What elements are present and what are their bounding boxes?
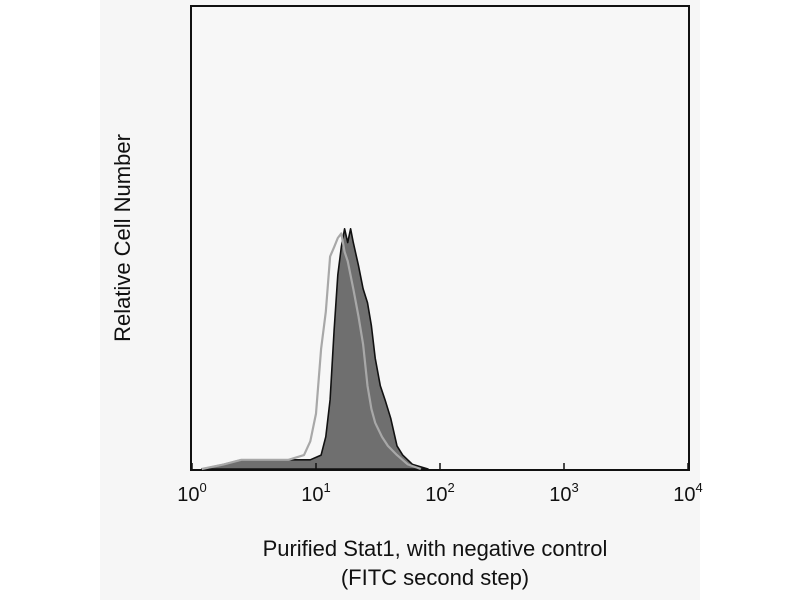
- x-tick-label: 103: [549, 480, 578, 506]
- x-tick-label: 100: [177, 480, 206, 506]
- x-axis-label-line-2: (FITC second step): [340, 565, 530, 590]
- x-axis-label-line-1: Purified Stat1, with negative control: [262, 536, 608, 561]
- histogram-control-line: [201, 232, 422, 471]
- x-tick-label: 101: [301, 480, 330, 506]
- histogram-stained-area: [201, 228, 429, 470]
- x-tick-label: 104: [673, 480, 702, 506]
- x-tick-label: 102: [425, 480, 454, 506]
- plot-area: [190, 5, 690, 471]
